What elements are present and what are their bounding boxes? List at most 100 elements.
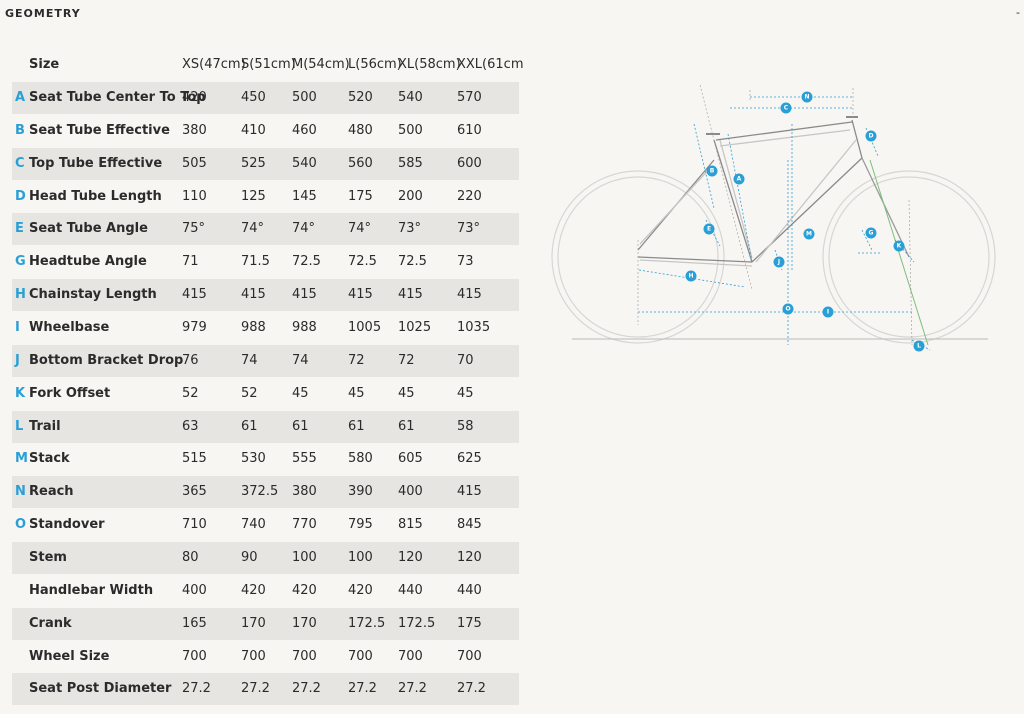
cell-value: 410: [241, 122, 266, 138]
cell-value: 220: [457, 188, 482, 204]
cell-value: 172.5: [398, 615, 436, 631]
row-name: Chainstay Length: [29, 287, 157, 303]
row-letter: E: [15, 221, 24, 237]
table-row: B Seat Tube Effective 380 410 460 480 500 610: [12, 115, 519, 147]
cell-value: 520: [348, 90, 373, 105]
row-name: Bottom Bracket Drop: [29, 352, 184, 368]
cell-value: 100: [292, 549, 317, 565]
cell-value: 440: [457, 582, 482, 598]
row-name: Crank: [29, 615, 72, 631]
row-letter: A: [15, 90, 26, 105]
label-badge: [706, 165, 718, 177]
cell-value: 365: [182, 484, 207, 500]
table-row: O Standover 710 740 770 795 815 845: [12, 509, 519, 541]
cell-value: 165: [182, 615, 207, 631]
cell-value: 61: [292, 418, 309, 434]
cell-value: 845: [457, 517, 482, 533]
column-header: Size: [29, 57, 60, 72]
collapse-toggle[interactable]: -: [1016, 6, 1020, 19]
column-header: M(54cm): [292, 57, 350, 72]
cell-value: 74: [241, 352, 258, 368]
diagram-label: M: [806, 231, 812, 238]
cell-value: 700: [398, 648, 423, 664]
row-letter: B: [15, 122, 25, 138]
cell-value: 515: [182, 451, 207, 467]
cell-value: 605: [398, 451, 423, 467]
cell-value: 625: [457, 451, 482, 467]
cell-value: 415: [457, 287, 482, 303]
label-badge: [780, 102, 792, 114]
cell-value: 988: [241, 320, 266, 335]
cell-value: 61: [348, 418, 365, 434]
cell-value: 415: [398, 287, 423, 303]
table-row: H Chainstay Length 415 415 415 415 415 415: [12, 279, 519, 312]
row-name: Trail: [29, 418, 61, 434]
cell-value: 120: [398, 549, 423, 565]
diagram-label: A: [737, 176, 742, 183]
cell-value: 460: [292, 122, 317, 138]
row-name: Seat Post Diameter: [29, 681, 172, 697]
cell-value: 58: [457, 418, 474, 434]
cell-value: 74°: [348, 221, 372, 237]
column-header: XS(47cm): [182, 57, 246, 72]
row-name: Wheelbase: [29, 320, 110, 335]
label-badge: [865, 227, 877, 239]
diagram-label: G: [869, 230, 874, 237]
cell-value: 27.2: [182, 681, 211, 697]
table-row: I Wheelbase 979 988 988 1005 1025 1035: [12, 312, 519, 344]
cell-value: 145: [292, 188, 317, 204]
column-header: XXL(61cm: [457, 57, 524, 72]
cell-value: 415: [348, 287, 373, 303]
cell-value: 27.2: [292, 681, 321, 697]
label-badge: [822, 306, 834, 318]
row-letter: M: [15, 451, 28, 467]
label-badge: [733, 173, 745, 185]
cell-value: 1005: [348, 320, 382, 335]
cell-value: 600: [457, 155, 482, 171]
row-letter: H: [15, 287, 26, 303]
cell-value: 61: [241, 418, 258, 434]
diagram-label: N: [804, 94, 809, 101]
table-row: L Trail 63 61 61 61 61 58: [12, 410, 519, 443]
cell-value: 400: [398, 484, 423, 500]
cell-value: 71: [182, 254, 199, 270]
cell-value: 45: [292, 385, 309, 401]
table-row: N Reach 365 372.5 380 390 400 415: [12, 476, 519, 509]
cell-value: 72.5: [398, 254, 427, 270]
table-row: J Bottom Bracket Drop 76 74 74 72 72 70: [12, 344, 519, 377]
row-name: Top Tube Effective: [29, 155, 163, 171]
table-row: Crank 165 170 170 172.5 172.5 175: [12, 607, 519, 640]
row-letter: L: [15, 418, 24, 434]
table-row: D Head Tube Length 110 125 145 175 200 220: [12, 181, 519, 213]
cell-value: 540: [398, 90, 423, 105]
cell-value: 1025: [398, 320, 432, 335]
cell-value: 72: [398, 352, 415, 368]
cell-value: 540: [292, 155, 317, 171]
row-name: Wheel Size: [29, 648, 110, 664]
row-name: Stem: [29, 549, 67, 565]
table-row: M Stack 515 530 555 580 605 625: [12, 443, 519, 475]
cell-value: 372.5: [241, 484, 279, 500]
cell-value: 525: [241, 155, 266, 171]
diagram-label: B: [710, 168, 715, 175]
table-row: Wheel Size 700 700 700 700 700 700: [12, 641, 519, 673]
label-badge: [801, 91, 813, 103]
cell-value: 740: [241, 517, 266, 533]
table-row: E Seat Tube Angle 75° 74° 74° 74° 73° 73°: [12, 213, 519, 246]
page-title: GEOMETRY: [5, 7, 81, 20]
cell-value: 72: [348, 352, 365, 368]
cell-value: 72.5: [348, 254, 377, 270]
cell-value: 560: [348, 155, 373, 171]
row-name: Headtube Angle: [29, 254, 147, 270]
label-badge: [773, 256, 785, 268]
cell-value: 27.2: [241, 681, 270, 697]
row-name: Fork Offset: [29, 385, 111, 401]
cell-value: 125: [241, 188, 266, 204]
cell-value: 580: [348, 451, 373, 467]
cell-value: 170: [292, 615, 317, 631]
cell-value: 27.2: [348, 681, 377, 697]
row-letter: J: [15, 352, 20, 368]
cell-value: 100: [348, 549, 373, 565]
cell-value: 988: [292, 320, 317, 335]
